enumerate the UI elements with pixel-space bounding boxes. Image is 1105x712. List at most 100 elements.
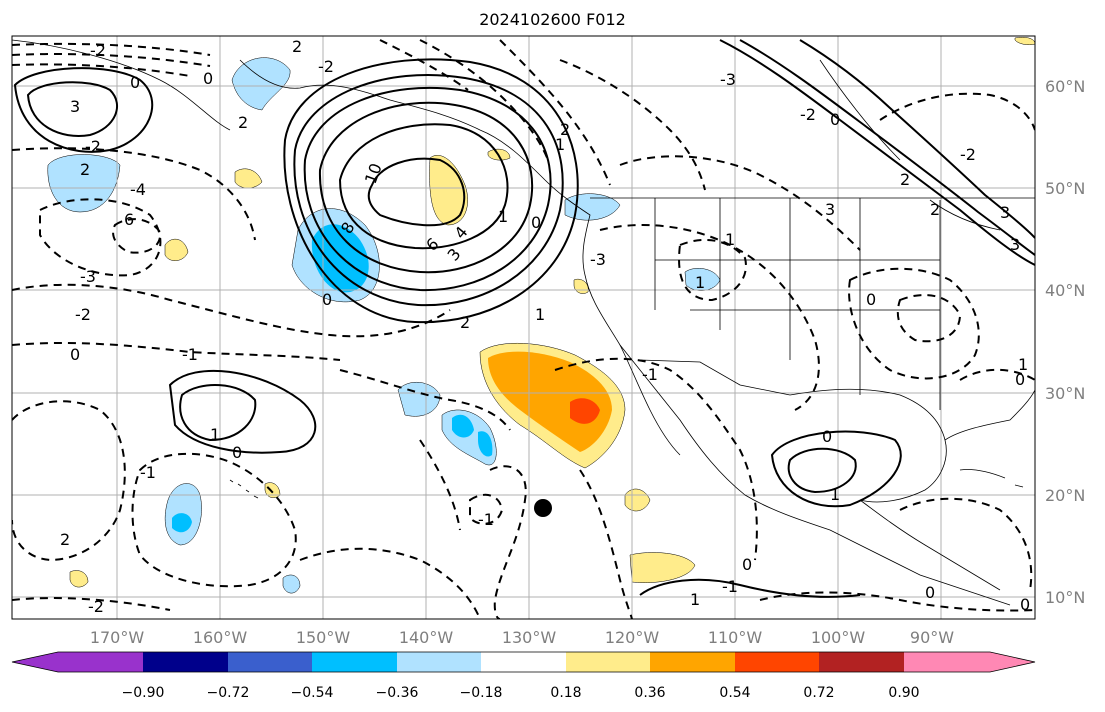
contour-label: -1 (722, 577, 738, 596)
contour-label: 1 (210, 425, 220, 444)
dashed-contour (499, 39, 611, 186)
colorbar-tick-label: 0.90 (888, 685, 919, 701)
dashed-contour (599, 224, 820, 411)
contour-label: -2 (88, 597, 104, 616)
contour-high-pacific-10 (367, 157, 466, 227)
shade-light-blue (47, 154, 121, 213)
contour-label: 3 (825, 200, 835, 219)
lat-label: 40°N (1045, 281, 1085, 300)
contour-label: 1 (830, 485, 840, 504)
colorbar-segment (12, 652, 143, 672)
contour-label-layer: -2 2 0 -2 3 0 -2 2 -4 6 -3 -2 0 -1 1 -1 … (60, 37, 1030, 616)
colorbar-segment (397, 652, 481, 672)
lon-label: 120°W (605, 628, 660, 647)
shade-yellow (629, 552, 696, 583)
contour-label: -3 (80, 267, 96, 286)
contour-label: 2 (930, 200, 940, 219)
canada-lakes (819, 59, 1001, 231)
colorbar-tick-label: 0.72 (803, 685, 834, 701)
contour-label: -3 (720, 70, 736, 89)
contour-label: 1 (725, 230, 735, 249)
shade-orange (488, 351, 612, 452)
longitude-labels: 170°W 160°W 150°W 140°W 130°W 120°W 110°… (90, 628, 954, 647)
us-mexico-border (639, 359, 791, 396)
state-lines (654, 198, 941, 410)
contour-label: 0 (232, 443, 242, 462)
contour-label: 3 (1000, 203, 1010, 222)
contour-label: 3 (70, 97, 80, 116)
contour-high-pacific-8 (338, 123, 509, 250)
dashed-contour (12, 42, 211, 77)
contour-label: 0 (531, 213, 541, 232)
contour-label: 2 (292, 37, 302, 56)
colorbar-segment (819, 652, 904, 672)
colorbar (11, 651, 1036, 673)
contour-label: 0 (1015, 370, 1025, 389)
contour-high-pacific-1 (283, 58, 579, 324)
contour-low-pacific-2 (13, 67, 154, 153)
colorbar-tick-label: 0.54 (719, 685, 750, 701)
contour-label: 6 (124, 210, 134, 229)
colorbar-outline (11, 651, 1036, 673)
lon-label: 100°W (811, 628, 866, 647)
lon-label: 160°W (193, 628, 248, 647)
lon-label: 110°W (708, 628, 763, 647)
contour-label: -4 (130, 180, 146, 199)
dashed-contour (39, 198, 162, 277)
contour-label: -2 (960, 145, 976, 164)
lon-label: 90°W (910, 628, 954, 647)
shade-yellow (164, 238, 189, 261)
central-america (859, 499, 1001, 591)
gulf-coast (789, 388, 947, 503)
colorbar-segment (481, 652, 566, 672)
colorbar-segment (228, 652, 312, 672)
colorbar-tick-label: 0.18 (550, 685, 581, 701)
shade-blue (452, 414, 474, 438)
contour-label: -1 (140, 463, 156, 482)
dashed-contour (559, 59, 706, 191)
contour-label: 2 (560, 120, 570, 139)
colorbar-segment (312, 652, 397, 672)
colorbar-segment (650, 652, 735, 672)
contour-mexico-low-0 (770, 430, 902, 508)
dashed-contour (896, 294, 962, 343)
contour-high-pacific-6 (318, 101, 534, 274)
shade-yellow (69, 570, 89, 588)
contour-label: -1 (478, 510, 494, 529)
lon-label: 150°W (296, 628, 351, 647)
dashed-contour (554, 357, 758, 561)
dashed-contour (339, 369, 511, 431)
lat-label: 60°N (1045, 77, 1085, 96)
shade-light-blue (282, 574, 301, 594)
colorbar-labels: −0.90 −0.72 −0.54 −0.36 −0.18 0.18 0.36 … (122, 685, 920, 701)
map-area (12, 36, 1035, 619)
dashed-contour (959, 368, 1035, 381)
contour-label: 2 (238, 113, 248, 132)
dashed-contour (12, 283, 451, 338)
contour-label: 0 (1020, 595, 1030, 614)
lat-label: 10°N (1045, 588, 1085, 607)
shade-blue (172, 513, 192, 533)
colorbar-segment (143, 652, 228, 672)
coastlines (12, 39, 1035, 606)
dashed-contour (379, 39, 469, 91)
contour-label: 0 (925, 583, 935, 602)
dashed-contour (419, 439, 461, 531)
contour-low-pacific-3 (26, 81, 119, 137)
contour-label: 1 (1018, 355, 1028, 374)
contour-label: -1 (182, 345, 198, 364)
dashed-contour (112, 218, 162, 254)
shade-light-blue (397, 382, 441, 417)
lon-label: 170°W (90, 628, 145, 647)
colorbar-tick-label: −0.36 (376, 685, 419, 701)
contour-label: -2 (318, 57, 334, 76)
contour-arc-east (719, 39, 1035, 266)
contour-label: 1 (535, 305, 545, 324)
contour-label: 0 (830, 110, 840, 129)
shade-yellow (429, 155, 468, 226)
colorbar-segment (904, 652, 1035, 672)
dashed-contour (12, 400, 126, 562)
dashed-contour (619, 155, 861, 251)
contour-label: 0 (322, 290, 332, 309)
